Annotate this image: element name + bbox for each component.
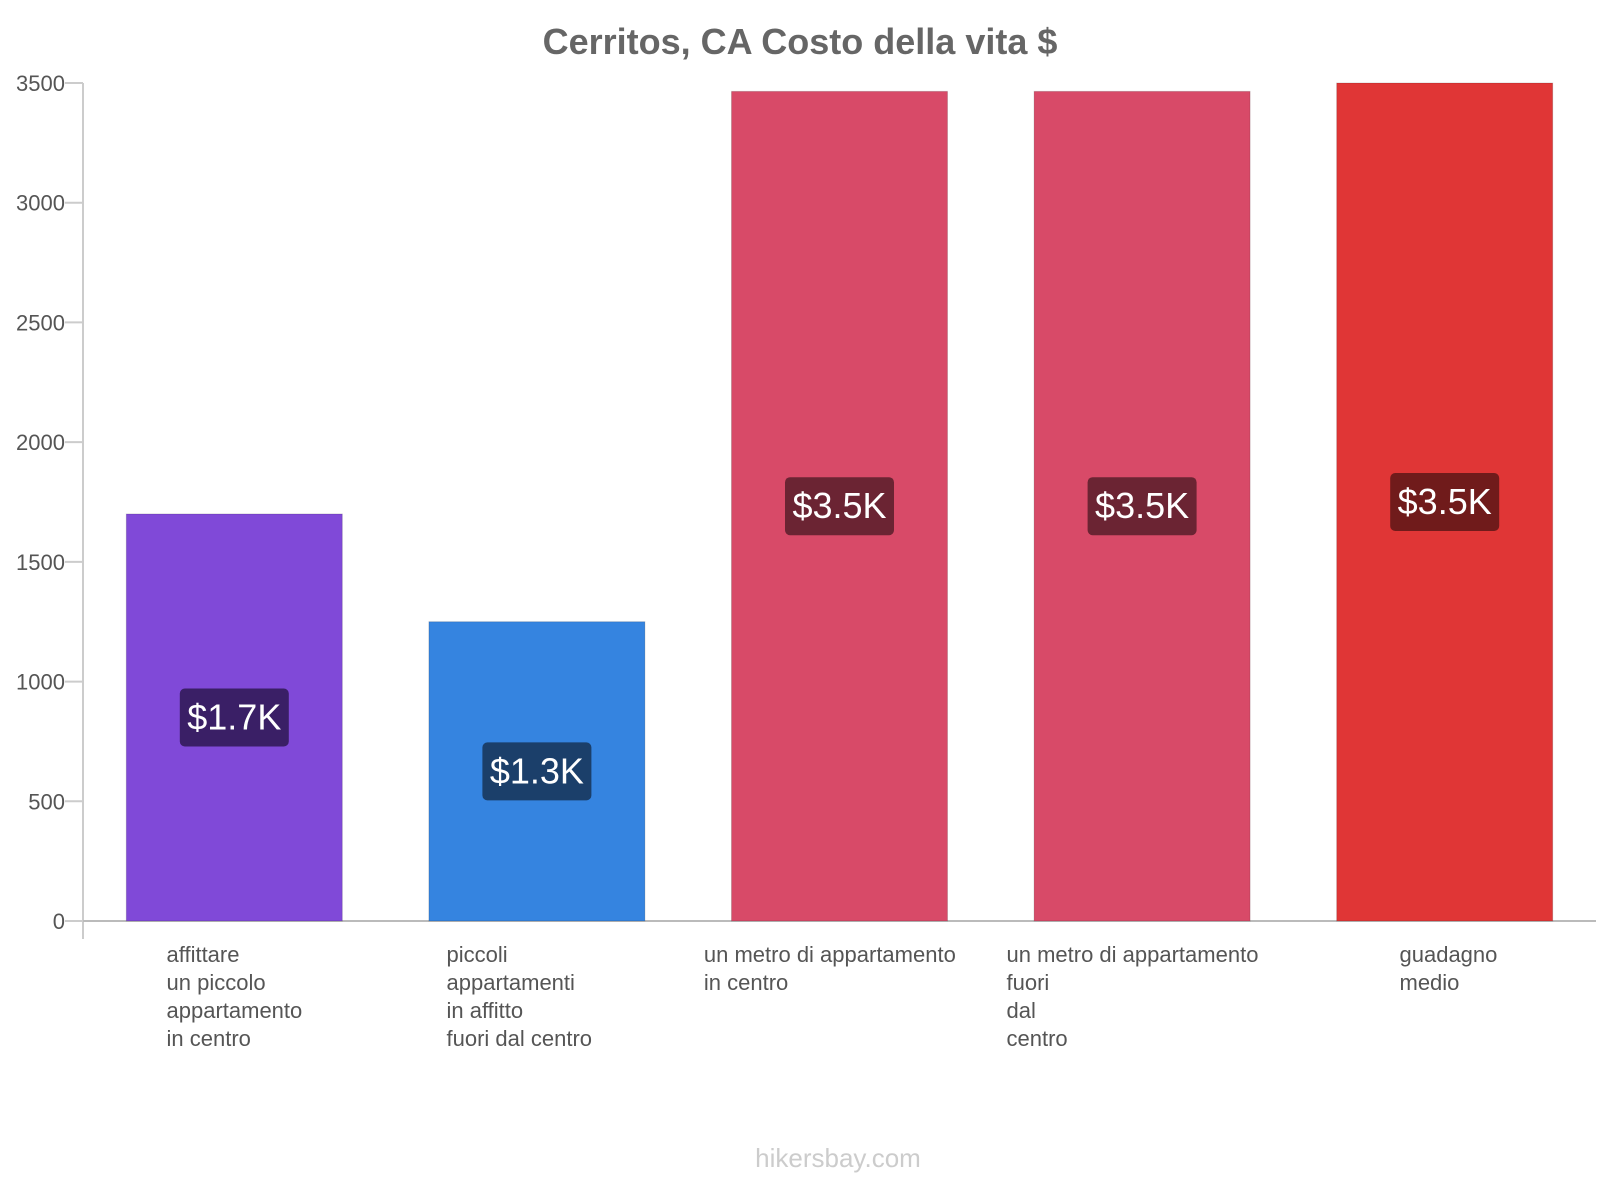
y-tick-label: 0: [53, 909, 65, 934]
category-label-line: appartamento: [167, 998, 303, 1023]
category-label: guadagno medio: [1400, 942, 1498, 995]
category-label: piccoli appartamenti in affitto fuori dal c…: [447, 942, 593, 1051]
category-label: un metro di appartamento fuori dal centro: [1007, 942, 1259, 1051]
category-label-line: un piccolo: [167, 970, 266, 995]
y-tick-label: 2500: [16, 310, 65, 335]
category-label-line: dal: [1007, 998, 1036, 1023]
data-label: $3.5K: [1095, 485, 1189, 526]
data-label-box: [1087, 477, 1197, 536]
category-label-line: guadagno: [1400, 942, 1498, 967]
y-tick-label: 3500: [16, 71, 65, 96]
y-tick-label: 500: [28, 789, 65, 814]
data-label-box: [179, 688, 289, 747]
source-footer: hikersbay.com: [755, 1143, 921, 1173]
data-label-box: [482, 742, 592, 801]
data-label: $3.5K: [1398, 481, 1492, 522]
category-label-line: centro: [1007, 1026, 1068, 1051]
category-label-line: un metro di appartamento: [1007, 942, 1259, 967]
chart-title: Cerritos, CA Costo della vita $: [543, 21, 1058, 62]
category-label-line: affittare: [167, 942, 240, 967]
y-tick-label: 1500: [16, 550, 65, 575]
category-label: un metro di appartamento in centro: [704, 942, 956, 995]
data-label-box: [1390, 473, 1500, 531]
category-label-line: un metro di appartamento: [704, 942, 956, 967]
data-label-box: [785, 477, 894, 536]
y-tick-label: 3000: [16, 191, 65, 216]
y-tick-label: 1000: [16, 670, 65, 695]
category-label-line: fuori: [1007, 970, 1050, 995]
x-axis-labels: affittare un piccolo appartamento in centro…: [167, 942, 1498, 1051]
data-label: $3.5K: [792, 485, 886, 526]
category-label-line: appartamenti: [447, 970, 575, 995]
data-label: $1.7K: [187, 696, 281, 737]
data-label: $1.3K: [490, 750, 584, 791]
category-label-line: in affitto: [447, 998, 524, 1023]
category-label: affittare un piccolo appartamento in centro: [167, 942, 303, 1051]
category-label-line: fuori dal centro: [447, 1026, 593, 1051]
category-label-line: in centro: [704, 970, 788, 995]
category-label-line: piccoli: [447, 942, 508, 967]
category-label-line: in centro: [167, 1026, 251, 1051]
bars: $1.7K $1.3K $3.5K $3.5K $3.5K: [125, 82, 1554, 922]
y-tick-label: 2000: [16, 430, 65, 455]
category-label-line: medio: [1400, 970, 1460, 995]
